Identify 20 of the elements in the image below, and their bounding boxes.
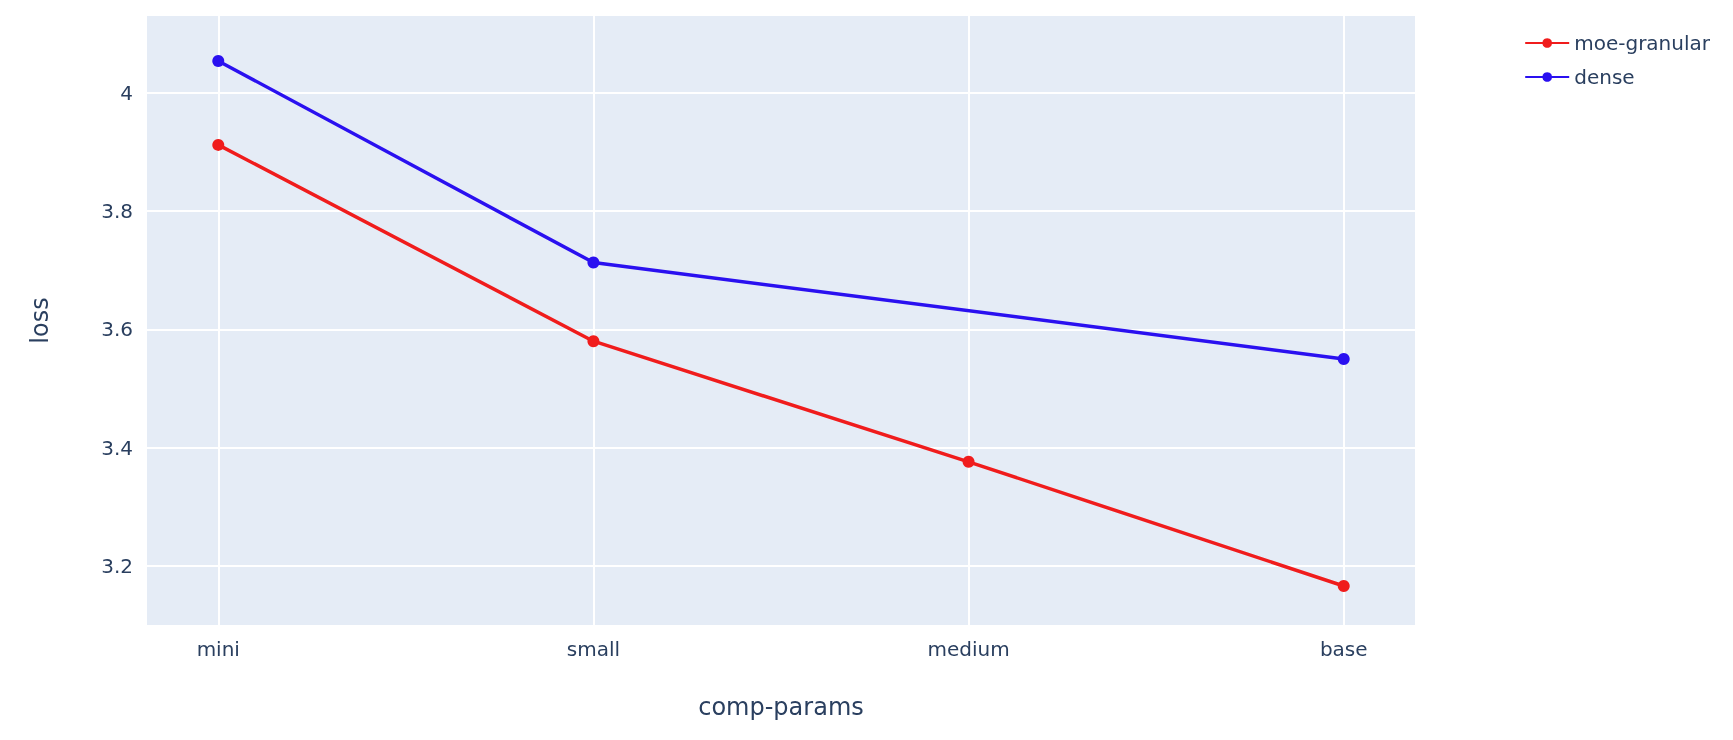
point	[962, 455, 975, 468]
y-tick-label: 3.8	[101, 199, 133, 224]
x-tick-label: base	[1319, 637, 1368, 661]
y-axis-title: loss	[26, 297, 54, 344]
point	[587, 256, 600, 269]
legend-label: moe-granular	[1574, 31, 1711, 55]
y-tick-label: 3.4	[101, 435, 133, 460]
point	[1337, 579, 1350, 592]
x-axis-title: comp-params	[698, 693, 864, 721]
y-tick-label: 3.6	[101, 317, 133, 342]
point	[587, 335, 600, 348]
point	[212, 138, 225, 151]
x-tick-label: medium	[927, 637, 1010, 661]
point	[212, 54, 225, 67]
y-tick-label: 4	[120, 80, 133, 105]
x-tick-label: small	[566, 637, 621, 661]
x-tick-label: mini	[196, 637, 240, 661]
y-tick-label: 3.2	[101, 553, 133, 578]
legend-label: dense	[1574, 65, 1635, 89]
point	[1337, 352, 1350, 365]
